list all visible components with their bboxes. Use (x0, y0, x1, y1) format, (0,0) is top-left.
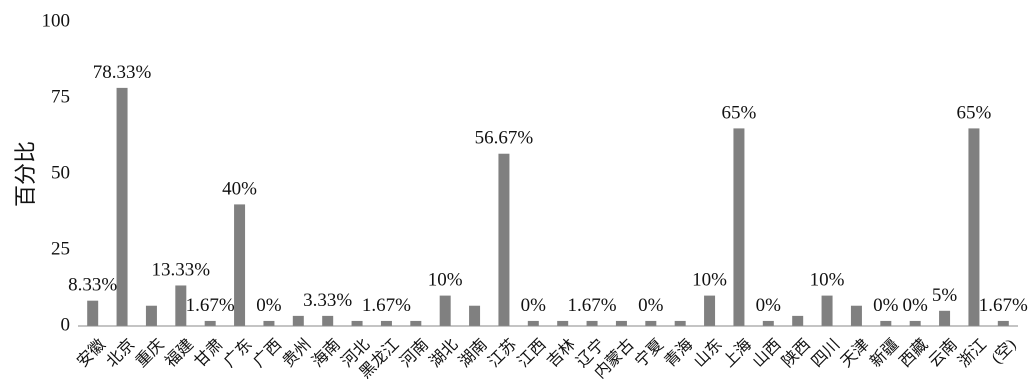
x-category-label: 广东 (220, 335, 255, 370)
x-category-label: 陕西 (779, 335, 814, 370)
x-category-label: 湖北 (426, 335, 461, 370)
bar (997, 320, 1009, 326)
data-label: 10% (428, 270, 463, 291)
bar (615, 320, 627, 326)
bar (939, 310, 951, 326)
y-ticks: 0 25 50 75 100 (42, 10, 71, 335)
bar (968, 128, 980, 326)
data-label: 1.67% (979, 295, 1028, 316)
x-category-label: 海南 (309, 335, 344, 370)
data-label: 3.33% (303, 290, 352, 311)
x-category-label: 湖南 (455, 335, 490, 370)
bar (410, 320, 422, 326)
x-category-label: 广西 (250, 335, 285, 370)
bars (87, 87, 1009, 326)
x-category-label: 山东 (690, 335, 725, 370)
bar (322, 315, 334, 326)
bar (145, 305, 157, 326)
bar (292, 315, 304, 326)
bar (527, 320, 539, 326)
bar (586, 320, 598, 326)
x-category-label: 新疆 (867, 335, 902, 370)
data-label: 0% (873, 295, 899, 316)
bar (704, 295, 716, 326)
data-labels: 8.33% 78.33% 13.33% 1.67% 40% 0% 3.33% 1.67% 10%… (68, 62, 1028, 316)
x-category-label: 上海 (720, 335, 755, 370)
bar (175, 285, 187, 326)
x-category-label: 北京 (103, 335, 138, 370)
bar (263, 320, 275, 326)
bar (850, 305, 862, 326)
data-label: 65% (722, 102, 757, 123)
x-category-label: 青海 (661, 335, 696, 370)
bar (880, 320, 892, 326)
x-category-label: 江西 (514, 335, 549, 370)
data-label: 10% (692, 270, 727, 291)
y-tick-label: 75 (51, 86, 70, 107)
bar (116, 87, 128, 326)
x-category-label: 西藏 (896, 335, 931, 370)
data-label: 65% (957, 102, 992, 123)
x-category-label: 贵州 (279, 335, 314, 370)
bar (204, 320, 216, 326)
x-category-label: 天津 (837, 335, 872, 370)
x-category-label: 河南 (397, 335, 432, 370)
data-label: 13.33% (152, 259, 211, 280)
x-categories: 安徽北京重庆福建甘肃广东广西贵州海南河北黑龙江河南湖北湖南江苏江西吉林辽宁内蒙古… (74, 335, 1020, 379)
data-label: 1.67% (568, 295, 617, 316)
x-category-label: 云南 (925, 335, 960, 370)
x-category-label: 福建 (162, 335, 197, 370)
data-label: 0% (521, 295, 547, 316)
x-category-label: 浙江 (955, 335, 990, 370)
bar (909, 320, 921, 326)
bar (87, 300, 99, 326)
bar (234, 204, 246, 326)
data-label: 0% (638, 295, 664, 316)
bar (645, 320, 657, 326)
data-label: 78.33% (93, 62, 152, 83)
data-label: 1.67% (362, 295, 411, 316)
bar (821, 295, 833, 326)
bar (792, 315, 804, 326)
bar (469, 305, 481, 326)
x-category-label: 甘肃 (191, 335, 226, 370)
y-tick-label: 25 (51, 238, 70, 259)
y-tick-label: 100 (42, 10, 71, 31)
bar (380, 320, 392, 326)
data-label: 8.33% (68, 275, 117, 296)
bar (557, 320, 569, 326)
x-category-label: 四川 (809, 336, 844, 371)
data-label: 5% (932, 285, 958, 306)
x-category-label: 山西 (749, 335, 784, 370)
x-category-label: (空) (988, 335, 1020, 367)
data-label: 0% (756, 295, 782, 316)
x-category-label: 宁夏 (632, 335, 667, 370)
bar (439, 295, 451, 326)
y-tick-label: 50 (51, 162, 70, 183)
y-axis-label: 百分比 (13, 141, 38, 207)
data-label: 40% (222, 178, 257, 199)
y-tick-label: 0 (61, 314, 71, 335)
data-label: 0% (256, 295, 282, 316)
data-label: 1.67% (186, 295, 235, 316)
x-category-label: 江苏 (485, 335, 520, 370)
bar (674, 320, 686, 326)
bar (733, 128, 745, 326)
x-category-label: 吉林 (544, 335, 579, 370)
bar (351, 320, 363, 326)
bar (498, 153, 510, 326)
x-category-label: 安徽 (74, 335, 109, 370)
x-category-label: 重庆 (132, 335, 167, 370)
bar (762, 320, 774, 326)
data-label: 56.67% (475, 128, 534, 149)
data-label: 0% (903, 295, 929, 316)
data-label: 10% (810, 270, 845, 291)
